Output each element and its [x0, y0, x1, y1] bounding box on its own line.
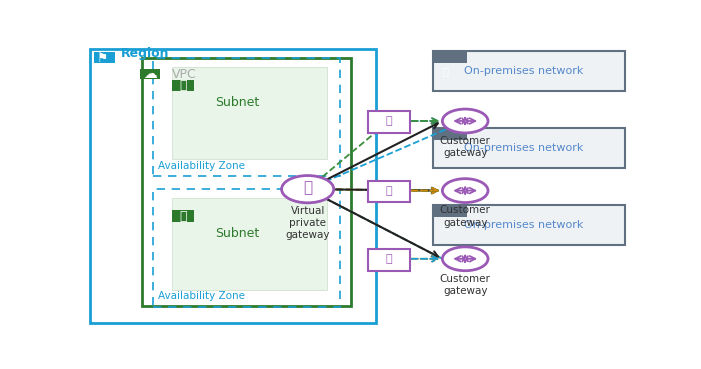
Text: On-premises network: On-premises network	[464, 143, 583, 153]
FancyBboxPatch shape	[172, 198, 327, 290]
Text: Availability Zone: Availability Zone	[158, 161, 245, 171]
FancyBboxPatch shape	[433, 51, 625, 91]
FancyBboxPatch shape	[433, 128, 625, 168]
Circle shape	[282, 176, 334, 203]
Text: 🔒: 🔒	[386, 186, 393, 196]
FancyBboxPatch shape	[172, 210, 193, 222]
Text: Region: Region	[121, 46, 170, 59]
Text: Customer
gateway: Customer gateway	[440, 206, 491, 228]
Text: 🔒: 🔒	[386, 116, 393, 126]
Text: VPC: VPC	[172, 68, 196, 80]
Circle shape	[442, 179, 488, 203]
Text: Subnet: Subnet	[215, 96, 259, 109]
FancyBboxPatch shape	[172, 67, 327, 159]
Text: 🏢: 🏢	[442, 143, 448, 153]
Text: 🔒: 🔒	[386, 254, 393, 264]
Text: ⚑: ⚑	[97, 52, 108, 65]
Text: On-premises network: On-premises network	[464, 220, 583, 230]
Text: Availability Zone: Availability Zone	[158, 292, 245, 301]
Text: 🔒: 🔒	[179, 79, 186, 92]
Text: ☁: ☁	[143, 67, 157, 81]
FancyBboxPatch shape	[433, 205, 468, 217]
Text: 🔒: 🔒	[303, 180, 312, 195]
Text: 🔒: 🔒	[179, 210, 186, 223]
Text: Customer
gateway: Customer gateway	[440, 273, 491, 296]
Text: Virtual
private
gateway: Virtual private gateway	[285, 206, 330, 241]
FancyBboxPatch shape	[172, 80, 193, 91]
FancyBboxPatch shape	[433, 205, 625, 245]
Circle shape	[442, 247, 488, 271]
Text: On-premises network: On-premises network	[464, 66, 583, 76]
FancyBboxPatch shape	[433, 128, 468, 140]
FancyBboxPatch shape	[140, 69, 160, 79]
Text: Subnet: Subnet	[215, 227, 259, 240]
FancyBboxPatch shape	[369, 181, 410, 203]
FancyBboxPatch shape	[94, 52, 115, 63]
FancyBboxPatch shape	[369, 249, 410, 271]
Text: 🏢: 🏢	[442, 66, 448, 76]
Circle shape	[442, 109, 488, 133]
FancyBboxPatch shape	[433, 51, 468, 63]
Text: Customer
gateway: Customer gateway	[440, 136, 491, 158]
Text: 🏢: 🏢	[442, 220, 448, 230]
FancyBboxPatch shape	[369, 111, 410, 133]
